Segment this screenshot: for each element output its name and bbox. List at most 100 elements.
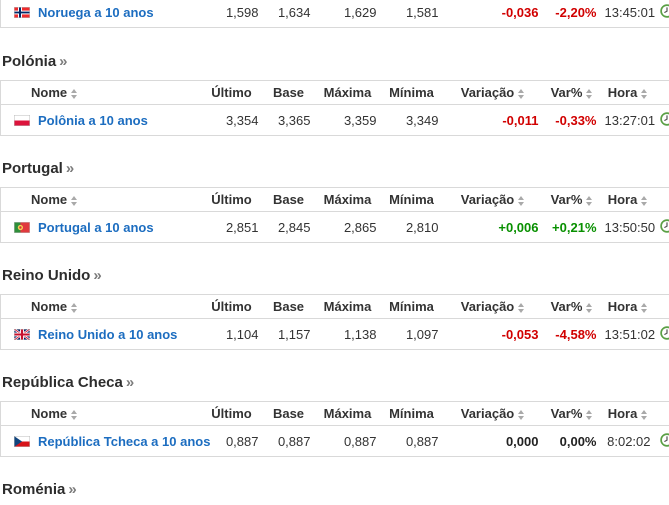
- instrument-cell: Noruega a 10 anos: [0, 0, 201, 28]
- section-title-text: Polónia: [2, 53, 57, 70]
- instrument-cell: Polônia a 10 anos: [0, 104, 201, 136]
- section-title-romenia[interactable]: Roménia»: [2, 481, 669, 498]
- instrument-link[interactable]: Noruega a 10 anos: [38, 4, 154, 20]
- sort-icon: [641, 88, 648, 99]
- col-header-variacao[interactable]: Variação: [442, 80, 543, 105]
- col-header-nome[interactable]: Nome: [0, 294, 201, 319]
- minima-value: 0,887: [380, 425, 443, 457]
- col-header-var-pct[interactable]: Var%: [542, 187, 601, 212]
- col-header-nome[interactable]: Nome: [0, 187, 201, 212]
- sort-icon: [586, 302, 593, 313]
- sort-icon: [71, 88, 78, 99]
- col-header-variacao[interactable]: Variação: [442, 187, 543, 212]
- col-header-ultimo: Último: [200, 401, 263, 426]
- col-header-var-pct[interactable]: Var%: [542, 80, 601, 105]
- hora-value: 13:50:50: [600, 211, 655, 243]
- more-arrow: »: [68, 481, 77, 498]
- maxima-value: 1,629: [314, 0, 381, 28]
- hora-value: 13:27:01: [600, 104, 655, 136]
- more-arrow: »: [125, 374, 135, 391]
- col-header-base: Base: [262, 401, 315, 426]
- section-title-text: Portugal: [2, 160, 63, 177]
- instrument-link[interactable]: Portugal a 10 anos: [38, 219, 154, 235]
- col-header-var-pct[interactable]: Var%: [542, 401, 601, 426]
- section-title-text: República Checa: [2, 374, 123, 391]
- col-header-hora[interactable]: Hora: [600, 187, 655, 212]
- sort-icon: [518, 88, 525, 99]
- col-header-maxima: Máxima: [314, 401, 381, 426]
- col-header-base: Base: [262, 294, 315, 319]
- section-title-republica-checa[interactable]: República Checa»: [2, 374, 669, 391]
- col-header-maxima: Máxima: [314, 80, 381, 105]
- clock-open-icon: [654, 211, 669, 243]
- col-header-maxima: Máxima: [314, 294, 381, 319]
- instrument-link[interactable]: Polônia a 10 anos: [38, 112, 148, 128]
- instrument-link[interactable]: Reino Unido a 10 anos: [38, 326, 178, 342]
- norway-flag-icon: [14, 6, 30, 18]
- table-row: República Tcheca a 10 anos 0,887 0,887 0…: [0, 425, 669, 457]
- col-header-clock: [654, 187, 669, 212]
- bond-table-reino-unido: Nome Último Base Máxima Mínima Variação …: [0, 294, 669, 350]
- table-header-row: Nome Último Base Máxima Mínima Variação …: [0, 187, 669, 212]
- sort-icon: [71, 302, 78, 313]
- cropped-top-table: Noruega a 10 anos 1,598 1,634 1,629 1,58…: [0, 0, 669, 29]
- maxima-value: 1,138: [314, 318, 381, 350]
- hora-value: 13:51:02: [600, 318, 655, 350]
- col-header-hora[interactable]: Hora: [600, 401, 655, 426]
- col-header-base: Base: [262, 80, 315, 105]
- col-header-nome[interactable]: Nome: [0, 401, 201, 426]
- section-title-polonia[interactable]: Polónia»: [2, 53, 669, 70]
- minima-value: 2,810: [380, 211, 443, 243]
- hora-value: 8:02:02: [600, 425, 655, 457]
- bond-table-noruega: Noruega a 10 anos 1,598 1,634 1,629 1,58…: [0, 0, 669, 28]
- variacao-value: -0,036: [442, 0, 543, 28]
- col-header-variacao[interactable]: Variação: [442, 294, 543, 319]
- ultimo-value: 1,598: [200, 0, 263, 28]
- col-header-variacao[interactable]: Variação: [442, 401, 543, 426]
- poland-flag-icon: [14, 114, 30, 126]
- sort-icon: [586, 195, 593, 206]
- var-pct-value: -4,58%: [542, 318, 601, 350]
- uk-flag-icon: [14, 328, 30, 340]
- col-header-maxima: Máxima: [314, 187, 381, 212]
- instrument-cell: República Tcheca a 10 anos: [0, 425, 210, 457]
- hora-value: 13:45:01: [600, 0, 655, 28]
- sort-icon: [71, 409, 78, 420]
- clock-open-icon: [654, 425, 669, 457]
- sort-icon: [71, 195, 78, 206]
- table-row: Noruega a 10 anos 1,598 1,634 1,629 1,58…: [0, 0, 669, 28]
- sort-icon: [586, 409, 593, 420]
- col-header-clock: [654, 401, 669, 426]
- col-header-var-pct[interactable]: Var%: [542, 294, 601, 319]
- col-header-clock: [654, 80, 669, 105]
- col-header-ultimo: Último: [200, 294, 263, 319]
- bond-table-republica-checa: Nome Último Base Máxima Mínima Variação …: [0, 401, 669, 457]
- instrument-link[interactable]: República Tcheca a 10 anos: [38, 433, 211, 449]
- sort-icon: [518, 302, 525, 313]
- minima-value: 1,581: [380, 0, 443, 28]
- col-header-hora[interactable]: Hora: [600, 80, 655, 105]
- col-header-minima: Mínima: [380, 294, 443, 319]
- czech-flag-icon: [14, 435, 30, 447]
- sort-icon: [518, 195, 525, 206]
- base-value: 3,365: [262, 104, 315, 136]
- clock-open-icon: [654, 318, 669, 350]
- col-header-minima: Mínima: [380, 80, 443, 105]
- instrument-cell: Portugal a 10 anos: [0, 211, 201, 243]
- section-title-portugal[interactable]: Portugal»: [2, 160, 669, 177]
- maxima-value: 3,359: [314, 104, 381, 136]
- col-header-base: Base: [262, 187, 315, 212]
- section-title-reino-unido[interactable]: Reino Unido»: [2, 267, 669, 284]
- clock-open-icon: [654, 0, 669, 28]
- table-header-row: Nome Último Base Máxima Mínima Variação …: [0, 294, 669, 319]
- var-pct-value: -2,20%: [542, 0, 601, 28]
- sort-icon: [641, 409, 648, 420]
- more-arrow: »: [65, 160, 75, 177]
- bond-table-polonia: Nome Último Base Máxima Mínima Variação …: [0, 80, 669, 136]
- sort-icon: [518, 409, 525, 420]
- col-header-ultimo: Último: [200, 80, 263, 105]
- maxima-value: 0,887: [314, 425, 381, 457]
- col-header-nome[interactable]: Nome: [0, 80, 201, 105]
- portugal-flag-icon: [14, 221, 30, 233]
- col-header-hora[interactable]: Hora: [600, 294, 655, 319]
